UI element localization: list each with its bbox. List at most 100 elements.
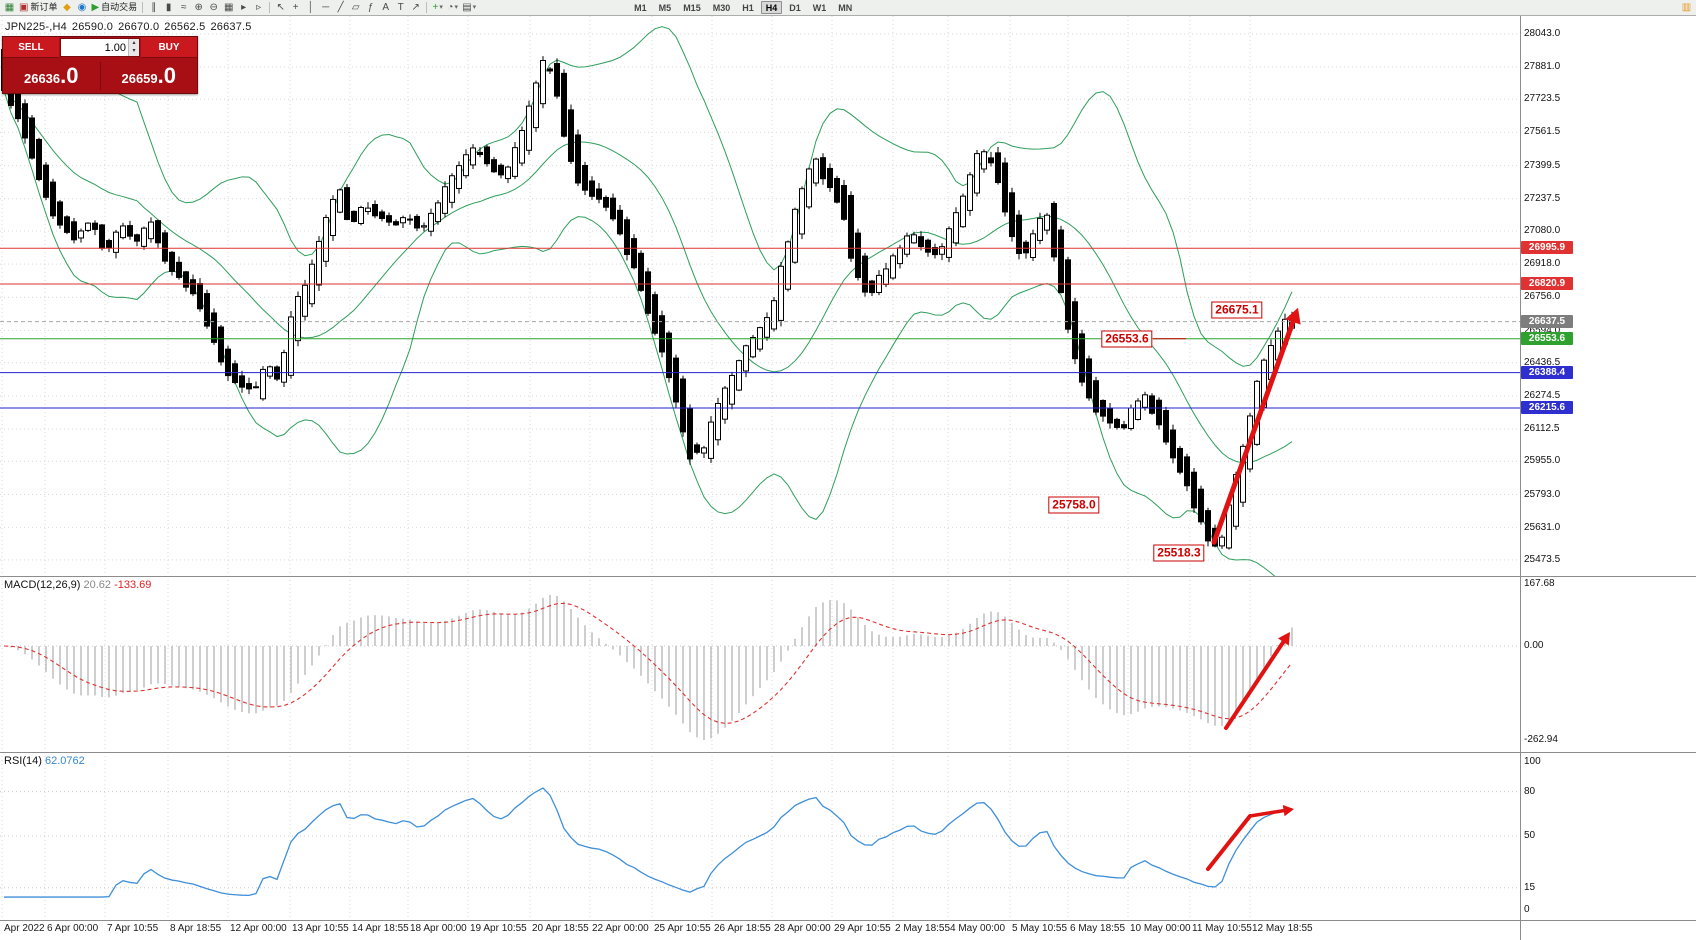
candlestick-chart-icon[interactable]: ▮ [165,1,172,13]
rsi-axis-label: 100 [1524,756,1541,767]
buy-button[interactable]: BUY [141,37,197,58]
timeframe-h4-button[interactable]: H4 [760,1,783,14]
arrows-icon[interactable]: ↗ [411,1,420,13]
price-tick-label: 26436.5 [1524,356,1561,368]
price-tick-label: 26918.0 [1524,258,1561,270]
time-tick-label: 22 Apr 00:00 [592,923,649,934]
timeframe-w1-button[interactable]: W1 [812,2,827,13]
buy-price[interactable]: 26659.0 [101,62,198,88]
trendline-icon[interactable]: ╱ [337,1,344,13]
macd-value: 20.62 [83,579,112,591]
time-tick-label: 6 May 18:55 [1070,923,1126,934]
time-tick-label: 5 May 10:55 [1012,923,1068,934]
timeframe-m1-button[interactable]: M1 [634,2,647,13]
autotrading-button[interactable]: ▶ 自动交易 [91,1,138,13]
rsi-axis-label: 80 [1524,785,1536,797]
time-tick-label: 20 Apr 18:55 [532,923,589,934]
macd-panel-separator[interactable] [0,576,1696,577]
text-icon[interactable]: A [382,1,390,13]
price-tick-label: 27561.5 [1524,126,1561,138]
rsi-up-arrow [1248,808,1288,818]
zoom-out-icon[interactable]: ⊖ [209,1,218,13]
time-tick-label: 11 May 10:55 [1192,923,1252,934]
templates-button[interactable]: ▤ ▾ [462,1,477,13]
price-axis-border [1520,16,1521,940]
timeframe-m15-button[interactable]: M15 [683,2,701,13]
macd-indicator-panel[interactable] [0,576,1520,752]
buy-price-frac: .0 [157,62,176,88]
time-tick-label: 19 Apr 10:55 [470,923,527,934]
new-chart-icon[interactable]: ▦ [4,1,15,13]
volume-input[interactable]: 1.00 [104,41,126,54]
price-tick-label: 26756.0 [1524,291,1561,303]
timeframe-m30-button[interactable]: M30 [712,2,731,13]
volume-up-icon[interactable]: ▴ [129,39,139,48]
macd-axis-label: 167.68 [1524,578,1555,589]
symbol-timeframe: JPN225-,H4 [5,21,67,33]
bollinger-band-line [3,26,1293,367]
trend-up-arrow [1285,307,1301,325]
rsi-panel-separator[interactable] [0,752,1696,753]
timeframe-h1-button[interactable]: H1 [742,2,754,13]
time-tick-label: 28 Apr 00:00 [774,923,831,934]
macd-up-arrow [1224,637,1287,730]
crosshair-icon[interactable]: + [292,1,299,13]
macd-up-arrow [1277,632,1290,646]
chart-shift-icon[interactable]: ▹ [256,1,262,13]
toolbar-separator [142,2,144,13]
rsi-line [4,787,1293,898]
price-tick-label: 28043.0 [1524,27,1561,39]
one-click-trading-panel: SELL 1.00 ▴ ▾ BUY 26636.0 26659.0 [2,36,198,94]
price-badge: 26553.6 [1521,331,1573,345]
price-flag[interactable]: 26553.6 [1101,330,1153,348]
price-flag[interactable]: 25518.3 [1153,544,1205,562]
indicators-button[interactable]: + ▾ [432,1,443,13]
tile-windows-icon[interactable]: ▦ [223,1,234,13]
sell-button[interactable]: SELL [3,37,59,58]
macd-axis-label: 0.00 [1524,640,1544,651]
volume-down-icon[interactable]: ▾ [129,47,139,56]
chart-scroll-icon[interactable]: ▥ [1681,1,1692,13]
community-icon[interactable]: ◉ [77,1,87,13]
price-tick-label: 25793.0 [1524,488,1561,500]
text-label-icon[interactable]: T [397,1,404,13]
bar-chart-icon[interactable]: ∥ [151,1,157,13]
macd-signal-line [3,602,1293,724]
price-tick-label: 26274.5 [1524,389,1561,401]
rsi-up-arrow [1206,814,1252,871]
vertical-line-icon[interactable]: │ [307,1,314,13]
rsi-label: RSI(14) 62.0762 [4,755,85,767]
rsi-axis-label: 15 [1524,881,1536,893]
timeframe-d1-button[interactable]: D1 [789,2,801,13]
cursor-icon[interactable]: ↖ [276,1,285,13]
volume-field[interactable]: 1.00 ▴ ▾ [60,38,140,57]
time-tick-label: 14 Apr 18:55 [352,923,409,934]
auto-scroll-icon[interactable]: ▸ [241,1,247,13]
equidistant-channel-icon[interactable]: ▱ [351,1,360,13]
line-chart-icon[interactable]: ≈ [180,1,187,13]
price-flag[interactable]: 25758.0 [1048,496,1100,514]
timeframe-mn-button[interactable]: MN [838,2,853,13]
time-tick-label: 18 Apr 00:00 [410,923,467,934]
metaquotes-icon[interactable]: ◆ [63,1,71,13]
ohlc-close: 26637.5 [210,21,252,33]
fibonacci-icon[interactable]: ƒ [367,1,374,13]
price-flag[interactable]: 26675.1 [1211,301,1263,319]
zoom-in-icon[interactable]: ⊕ [194,1,203,13]
price-tick-label: 25631.0 [1524,521,1561,533]
macd-signal-value: -133.69 [114,579,152,591]
timeframe-m5-button[interactable]: M5 [658,2,672,13]
rsi-indicator-panel[interactable] [0,752,1520,920]
volume-spinner[interactable]: ▴ ▾ [128,39,139,56]
price-tick-label: 27237.5 [1524,192,1561,204]
periods-button[interactable]: ◔ ▾ [447,1,458,13]
horizontal-line-icon[interactable]: ─ [322,1,330,13]
main-price-chart[interactable] [0,16,1520,576]
rsi-title: RSI(14) [4,755,42,767]
new-order-button[interactable]: ▣ 新订单 [19,1,58,13]
time-tick-label: 7 Apr 10:55 [107,923,159,934]
price-tick-label: 25955.0 [1524,455,1561,467]
price-badge: 26388.4 [1521,365,1573,379]
macd-title: MACD(12,26,9) [4,579,81,591]
sell-price[interactable]: 26636.0 [3,64,100,87]
